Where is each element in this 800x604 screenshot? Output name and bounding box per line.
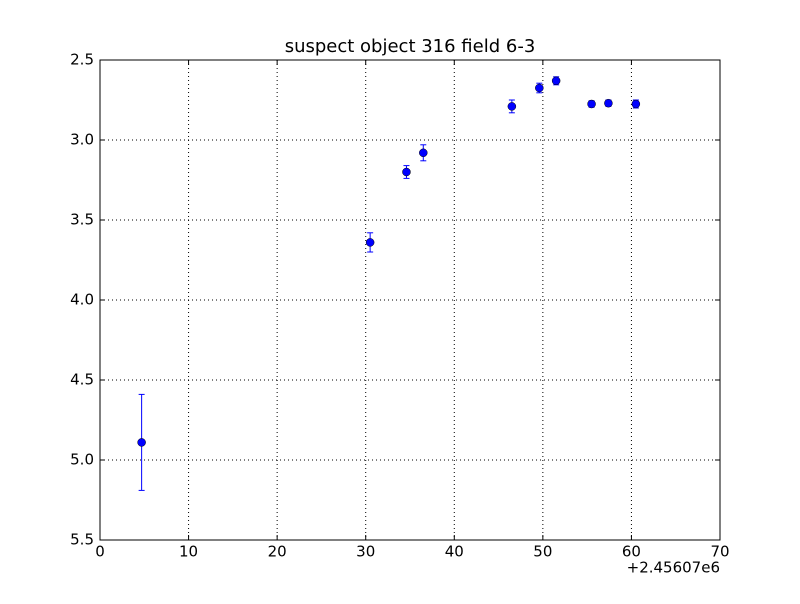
point — [604, 98, 613, 108]
y-tick-label: 3.0 — [70, 131, 94, 149]
chart-title: suspect object 316 field 6-3 — [285, 36, 536, 57]
x-tick-label: 10 — [179, 543, 198, 561]
point — [419, 148, 428, 158]
x-tick-label: 0 — [95, 543, 105, 561]
y-tick-label: 2.5 — [70, 51, 94, 69]
y-tick-label: 5.0 — [70, 451, 94, 469]
point — [551, 76, 561, 86]
y-tick-label: 4.5 — [70, 371, 94, 389]
x-tick-label: 50 — [533, 543, 552, 561]
plot-frame — [99, 59, 721, 541]
x-tick-label: 70 — [710, 543, 729, 561]
x-offset-label: +2.45607e6 — [627, 559, 720, 577]
point — [137, 438, 146, 447]
point — [631, 99, 641, 109]
x-tick-label: 20 — [268, 543, 287, 561]
y-tick-label: 3.5 — [70, 211, 94, 229]
x-tick-label: 60 — [622, 543, 641, 561]
point — [535, 83, 544, 93]
point — [587, 99, 596, 109]
point — [365, 238, 375, 247]
x-tick-label: 40 — [445, 543, 464, 561]
point — [402, 167, 411, 177]
y-tick-label: 5.5 — [70, 531, 94, 549]
point — [507, 102, 517, 111]
y-tick-label: 4.0 — [70, 291, 94, 309]
x-tick-label: 30 — [356, 543, 375, 561]
